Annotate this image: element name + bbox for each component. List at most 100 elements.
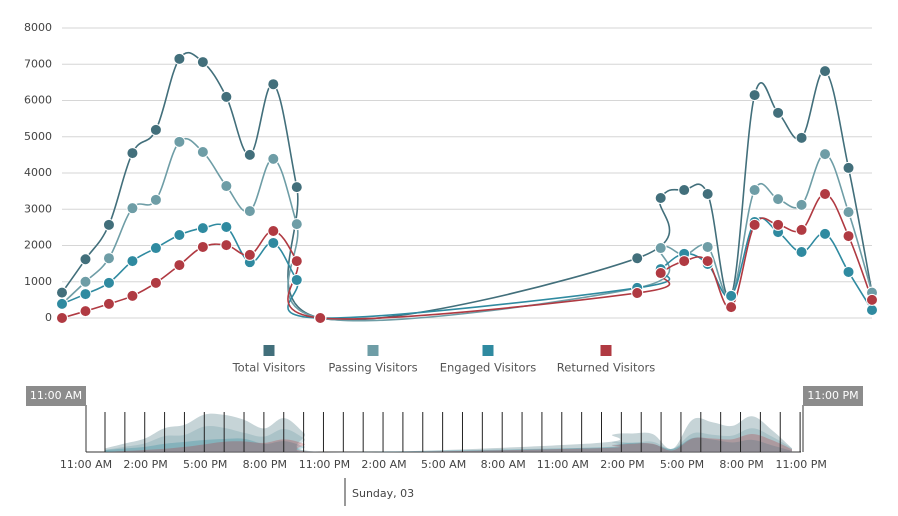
y-tick-label: 8000: [24, 21, 52, 34]
data-point: [795, 223, 808, 236]
data-point: [126, 289, 139, 302]
data-point: [819, 65, 832, 78]
data-point: [149, 276, 162, 289]
data-point: [267, 152, 280, 165]
navigator-label: 2:00 AM: [361, 458, 406, 471]
data-point: [102, 218, 115, 231]
navigator-label: 8:00 PM: [243, 458, 287, 471]
legend-swatch[interactable]: [600, 345, 612, 356]
data-point: [79, 275, 92, 288]
y-tick-label: 1000: [24, 275, 52, 288]
data-point: [173, 259, 186, 272]
data-point: [772, 106, 785, 119]
data-point: [220, 180, 233, 193]
data-point: [102, 252, 115, 265]
data-point: [290, 273, 303, 286]
navigator-label: 11:00 PM: [776, 458, 827, 471]
navigator-label: 11:00 AM: [537, 458, 589, 471]
data-point: [79, 253, 92, 266]
data-point: [220, 239, 233, 252]
navigator-label: 2:00 PM: [600, 458, 644, 471]
data-point: [795, 131, 808, 144]
data-point: [866, 304, 878, 317]
legend-label[interactable]: Passing Visitors: [328, 361, 417, 375]
data-point: [772, 218, 785, 231]
data-point: [842, 265, 855, 278]
data-point: [102, 297, 115, 310]
data-point: [102, 276, 115, 289]
data-point: [243, 248, 256, 261]
data-point: [126, 147, 139, 160]
data-point: [149, 123, 162, 136]
series-line: [61, 51, 873, 321]
data-point: [701, 188, 714, 201]
data-point: [795, 246, 808, 259]
data-point: [725, 301, 738, 314]
legend-label[interactable]: Engaged Visitors: [440, 361, 537, 375]
data-point: [819, 148, 832, 161]
data-point: [701, 255, 714, 268]
start-flag: [26, 386, 86, 406]
legend-label[interactable]: Total Visitors: [232, 361, 306, 375]
data-point: [290, 181, 303, 194]
navigator-area: [105, 434, 792, 453]
data-point: [842, 206, 855, 219]
navigator-label: 11:00 AM: [60, 458, 112, 471]
data-point: [748, 218, 761, 231]
data-point: [631, 286, 644, 299]
data-point: [748, 89, 761, 102]
navigator-area: [105, 413, 792, 453]
data-point: [654, 192, 667, 205]
data-point: [701, 240, 714, 253]
y-tick-label: 7000: [24, 57, 52, 70]
end-label: 11:00 PM: [807, 389, 858, 402]
data-point: [866, 293, 878, 306]
data-point: [220, 221, 233, 234]
end-flag: [803, 386, 863, 406]
navigator-label: 5:00 PM: [183, 458, 227, 471]
legend-swatch[interactable]: [263, 345, 275, 356]
legend-swatch[interactable]: [367, 345, 379, 356]
data-point: [842, 161, 855, 174]
data-point: [772, 193, 785, 206]
data-point: [173, 135, 186, 148]
data-point: [267, 78, 280, 91]
data-point: [173, 228, 186, 241]
y-tick-label: 0: [45, 311, 52, 324]
data-point: [196, 56, 209, 69]
data-point: [748, 184, 761, 197]
y-tick-label: 4000: [24, 166, 52, 179]
data-point: [243, 148, 256, 161]
data-point: [196, 222, 209, 235]
navigator-label: 8:00 AM: [481, 458, 526, 471]
y-tick-label: 3000: [24, 202, 52, 215]
data-point: [267, 225, 280, 237]
data-point: [819, 188, 832, 201]
day-label: Sunday, 03: [352, 487, 414, 500]
data-point: [149, 242, 162, 255]
data-point: [678, 255, 691, 268]
data-point: [678, 184, 691, 197]
y-tick-label: 5000: [24, 130, 52, 143]
navigator-label: 5:00 AM: [421, 458, 466, 471]
data-point: [56, 297, 68, 310]
data-point: [243, 205, 256, 218]
data-point: [79, 305, 92, 318]
navigator-area: [105, 437, 792, 453]
data-point: [220, 90, 233, 103]
navigator-label: 8:00 PM: [719, 458, 763, 471]
data-point: [290, 255, 303, 268]
legend-swatch[interactable]: [482, 345, 494, 356]
data-point: [196, 240, 209, 253]
data-point: [795, 198, 808, 211]
data-point: [725, 289, 738, 302]
navigator-label: 2:00 PM: [123, 458, 167, 471]
legend-label[interactable]: Returned Visitors: [557, 361, 655, 375]
navigator-area: [105, 426, 792, 453]
data-point: [290, 218, 303, 231]
data-point: [842, 230, 855, 243]
data-point: [267, 236, 280, 249]
navigator-label: 5:00 PM: [660, 458, 704, 471]
data-point: [654, 242, 667, 255]
